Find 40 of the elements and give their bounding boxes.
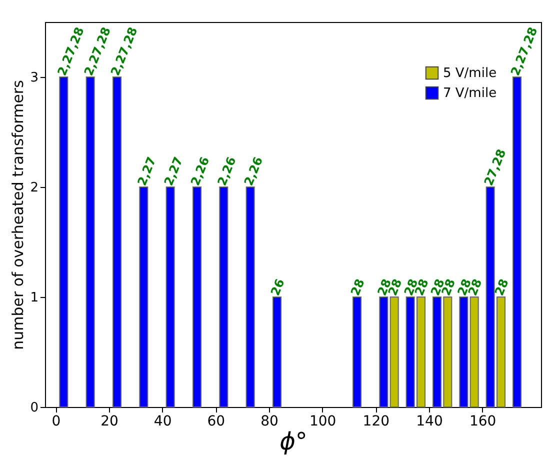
bar	[192, 186, 202, 408]
annotation: 26	[268, 276, 288, 298]
x-tick-label: 100	[309, 414, 336, 430]
x-tick-label: 40	[154, 414, 172, 430]
bar	[390, 296, 399, 408]
bar	[459, 296, 468, 408]
annotation: 28	[492, 276, 512, 298]
y-tick-label: 0	[30, 400, 38, 416]
bar	[379, 296, 388, 408]
x-tick-label: 80	[260, 414, 278, 430]
y-tick-label: 2	[30, 180, 38, 196]
x-tick-label: 60	[207, 414, 226, 430]
bar	[512, 76, 522, 408]
y-tick-label: 1	[30, 290, 38, 306]
legend-label: 5 V/mile	[443, 66, 497, 81]
bar	[219, 186, 228, 408]
x-axis-title: ϕ°	[280, 428, 308, 456]
annotation: 2,26	[241, 154, 266, 188]
bar	[59, 76, 68, 408]
bar	[352, 296, 362, 408]
bar	[86, 76, 95, 408]
annotation: 2,27	[134, 154, 159, 188]
annotation: 2,27	[161, 154, 186, 188]
annotation: 2,26	[214, 154, 239, 188]
bar	[139, 186, 148, 408]
bar	[112, 76, 122, 408]
x-tick-label: 140	[416, 414, 443, 430]
y-axis-title: number of overheated transformers	[9, 80, 28, 350]
x-tick-label: 0	[52, 414, 61, 430]
bar	[470, 296, 479, 408]
bar	[166, 186, 175, 408]
x-tick-label: 160	[469, 414, 496, 430]
y-tick-label: 3	[30, 70, 38, 86]
x-tick-label: 20	[100, 414, 118, 430]
bar	[272, 296, 282, 408]
annotation: 28	[348, 276, 368, 298]
annotation: 2,26	[188, 154, 212, 188]
bar	[246, 186, 255, 408]
x-tick-label: 120	[362, 414, 390, 430]
legend-label: 7 V/mile	[443, 86, 497, 101]
